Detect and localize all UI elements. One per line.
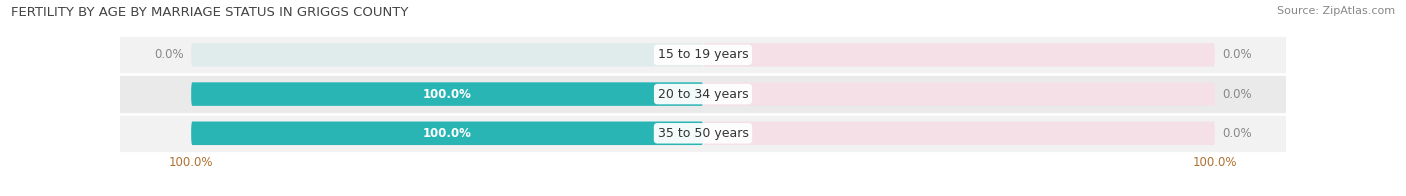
Bar — [120, 114, 1286, 153]
FancyBboxPatch shape — [191, 82, 703, 106]
FancyBboxPatch shape — [191, 43, 703, 67]
Text: 20 to 34 years: 20 to 34 years — [658, 88, 748, 101]
Text: 0.0%: 0.0% — [1222, 127, 1253, 140]
FancyBboxPatch shape — [703, 43, 1215, 67]
FancyBboxPatch shape — [191, 122, 703, 145]
FancyBboxPatch shape — [703, 122, 1215, 145]
Bar — [120, 35, 1286, 74]
FancyBboxPatch shape — [191, 82, 703, 106]
FancyBboxPatch shape — [191, 122, 703, 145]
Text: Source: ZipAtlas.com: Source: ZipAtlas.com — [1277, 6, 1395, 16]
Text: 100.0%: 100.0% — [423, 127, 471, 140]
Text: FERTILITY BY AGE BY MARRIAGE STATUS IN GRIGGS COUNTY: FERTILITY BY AGE BY MARRIAGE STATUS IN G… — [11, 6, 409, 19]
Text: 0.0%: 0.0% — [1222, 88, 1253, 101]
Bar — [120, 74, 1286, 114]
Text: 35 to 50 years: 35 to 50 years — [658, 127, 748, 140]
FancyBboxPatch shape — [703, 82, 1215, 106]
Text: 100.0%: 100.0% — [423, 88, 471, 101]
Text: 0.0%: 0.0% — [153, 48, 184, 61]
Text: 0.0%: 0.0% — [1222, 48, 1253, 61]
Text: 15 to 19 years: 15 to 19 years — [658, 48, 748, 61]
